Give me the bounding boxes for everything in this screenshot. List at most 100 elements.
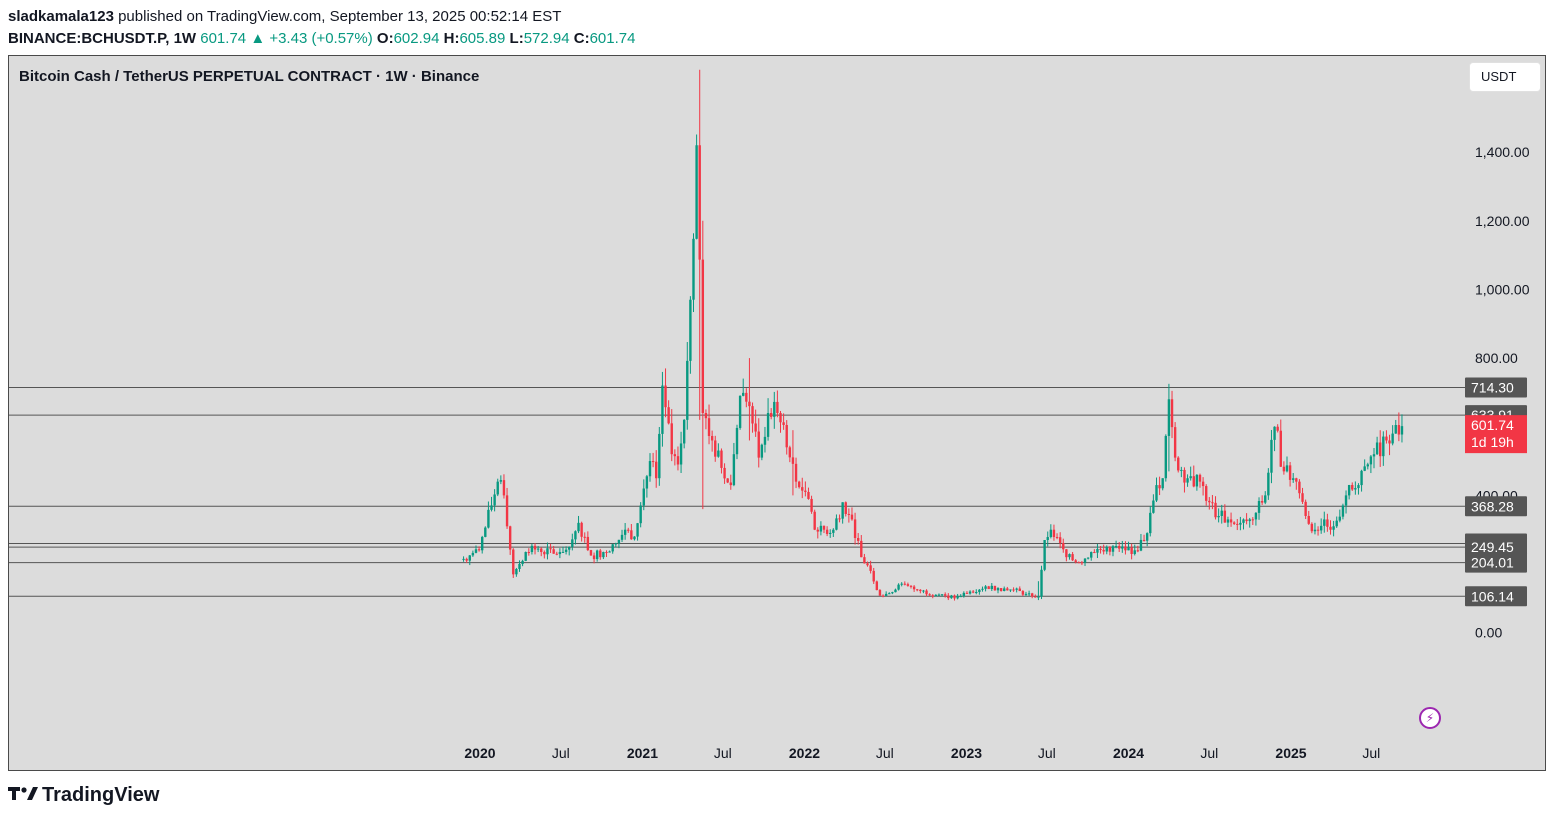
candle-body (717, 450, 720, 457)
candle-body (863, 557, 866, 564)
candle-body (564, 549, 568, 552)
candle-body (546, 548, 549, 555)
candle-body (1080, 562, 1084, 564)
candle-body (922, 590, 925, 592)
candle-body (1254, 512, 1258, 520)
candle-body (1096, 548, 1099, 553)
candle-body (1093, 552, 1096, 554)
candle-body (943, 594, 947, 596)
candle-body (813, 511, 816, 530)
candle-body (853, 519, 857, 539)
candle-body (1369, 456, 1373, 465)
author-name[interactable]: sladkamala123 (8, 8, 114, 25)
candle-body (804, 490, 807, 492)
candle-body (1164, 435, 1168, 479)
candle-body (841, 502, 844, 519)
candle-body (648, 461, 652, 477)
candle-body (1136, 550, 1140, 552)
candle-body (1083, 558, 1087, 563)
publish-info: sladkamala123 published on TradingView.c… (8, 8, 561, 25)
candle-body (1351, 484, 1354, 490)
candle-body (1245, 519, 1248, 522)
candle-body (1130, 547, 1133, 554)
high-label: H: (443, 30, 460, 47)
candle-body (745, 392, 748, 402)
candle-body (1034, 596, 1037, 598)
candle-body (658, 433, 661, 479)
candle-body (742, 392, 745, 396)
candle-body (1006, 588, 1009, 591)
candle-body (499, 480, 503, 482)
x-tick-label: Jul (1362, 745, 1380, 761)
low-label: L: (509, 30, 524, 47)
lightning-icon[interactable]: ⚡ (1419, 707, 1441, 729)
candle-body (748, 401, 751, 407)
candle-body (1335, 520, 1338, 527)
candle-body (611, 544, 614, 552)
x-tick-label: Jul (552, 745, 570, 761)
candlestick-chart[interactable]: 0.00400.00800.001,000.001,200.001,400.00… (9, 56, 1545, 770)
candle-body (481, 536, 484, 551)
candle-body (822, 525, 826, 530)
currency-button[interactable]: USDT (1469, 62, 1541, 92)
candle-body (797, 481, 801, 488)
candle-body (493, 494, 496, 506)
candle-body (860, 540, 863, 558)
candle-body (962, 592, 966, 597)
chart-frame[interactable]: 0.00 400.00 800.00 1,000.00 1,200.00 1,400.00… (8, 55, 1546, 771)
candle-body (664, 385, 667, 408)
candle-body (689, 299, 692, 361)
level-tag (1465, 537, 1527, 558)
y-tick-label: 1,400.00 (1475, 144, 1530, 160)
candle-body (850, 514, 854, 520)
candle-body (1049, 529, 1053, 538)
candle-body (1332, 526, 1335, 530)
candle-body (1239, 522, 1242, 525)
candle-body (512, 549, 515, 575)
candle-body (900, 583, 903, 585)
candle-body (586, 536, 590, 551)
candle-body (484, 527, 487, 537)
level-tag-label: 204.01 (1471, 555, 1514, 571)
candle-body (785, 424, 788, 448)
candle-body (1142, 539, 1146, 541)
candle-body (1232, 522, 1236, 524)
candle-body (636, 523, 639, 537)
brand-name: TradingView (42, 784, 160, 806)
candle-body (1304, 501, 1307, 516)
candle-body (937, 594, 941, 596)
candle-body (1236, 523, 1239, 525)
candle-body (838, 518, 841, 520)
candle-body (1183, 469, 1186, 483)
candle-body (701, 259, 705, 413)
candle-body (1273, 426, 1276, 440)
candle-body (999, 588, 1003, 591)
x-tick-label: 2025 (1275, 745, 1306, 761)
level-tag-label: 714.30 (1471, 379, 1514, 395)
candle-body (1177, 457, 1180, 471)
x-tick-label: 2023 (951, 745, 982, 761)
candle-body (474, 549, 478, 553)
candle-body (1295, 478, 1298, 482)
candle-body (996, 588, 1000, 591)
candle-body (686, 360, 689, 420)
candle-body (844, 502, 847, 514)
tradingview-logo[interactable]: TradingView (8, 784, 159, 807)
candle-body (592, 555, 596, 560)
candle-body (875, 581, 879, 591)
candle-body (825, 529, 829, 534)
open-value: 602.94 (393, 30, 440, 47)
candle-body (1074, 560, 1077, 563)
candle-body (1276, 426, 1279, 431)
level-tag-label: 106.14 (1471, 588, 1514, 604)
candle-body (608, 551, 611, 553)
candle-body (524, 552, 527, 561)
candle-body (1186, 478, 1189, 483)
candle-body (835, 518, 838, 530)
x-tick-label: Jul (1200, 745, 1218, 761)
candle-body (533, 545, 537, 550)
candle-body (1009, 589, 1012, 591)
candle-body (1388, 440, 1391, 444)
candle-body (1102, 549, 1105, 552)
candle-body (1347, 484, 1351, 496)
